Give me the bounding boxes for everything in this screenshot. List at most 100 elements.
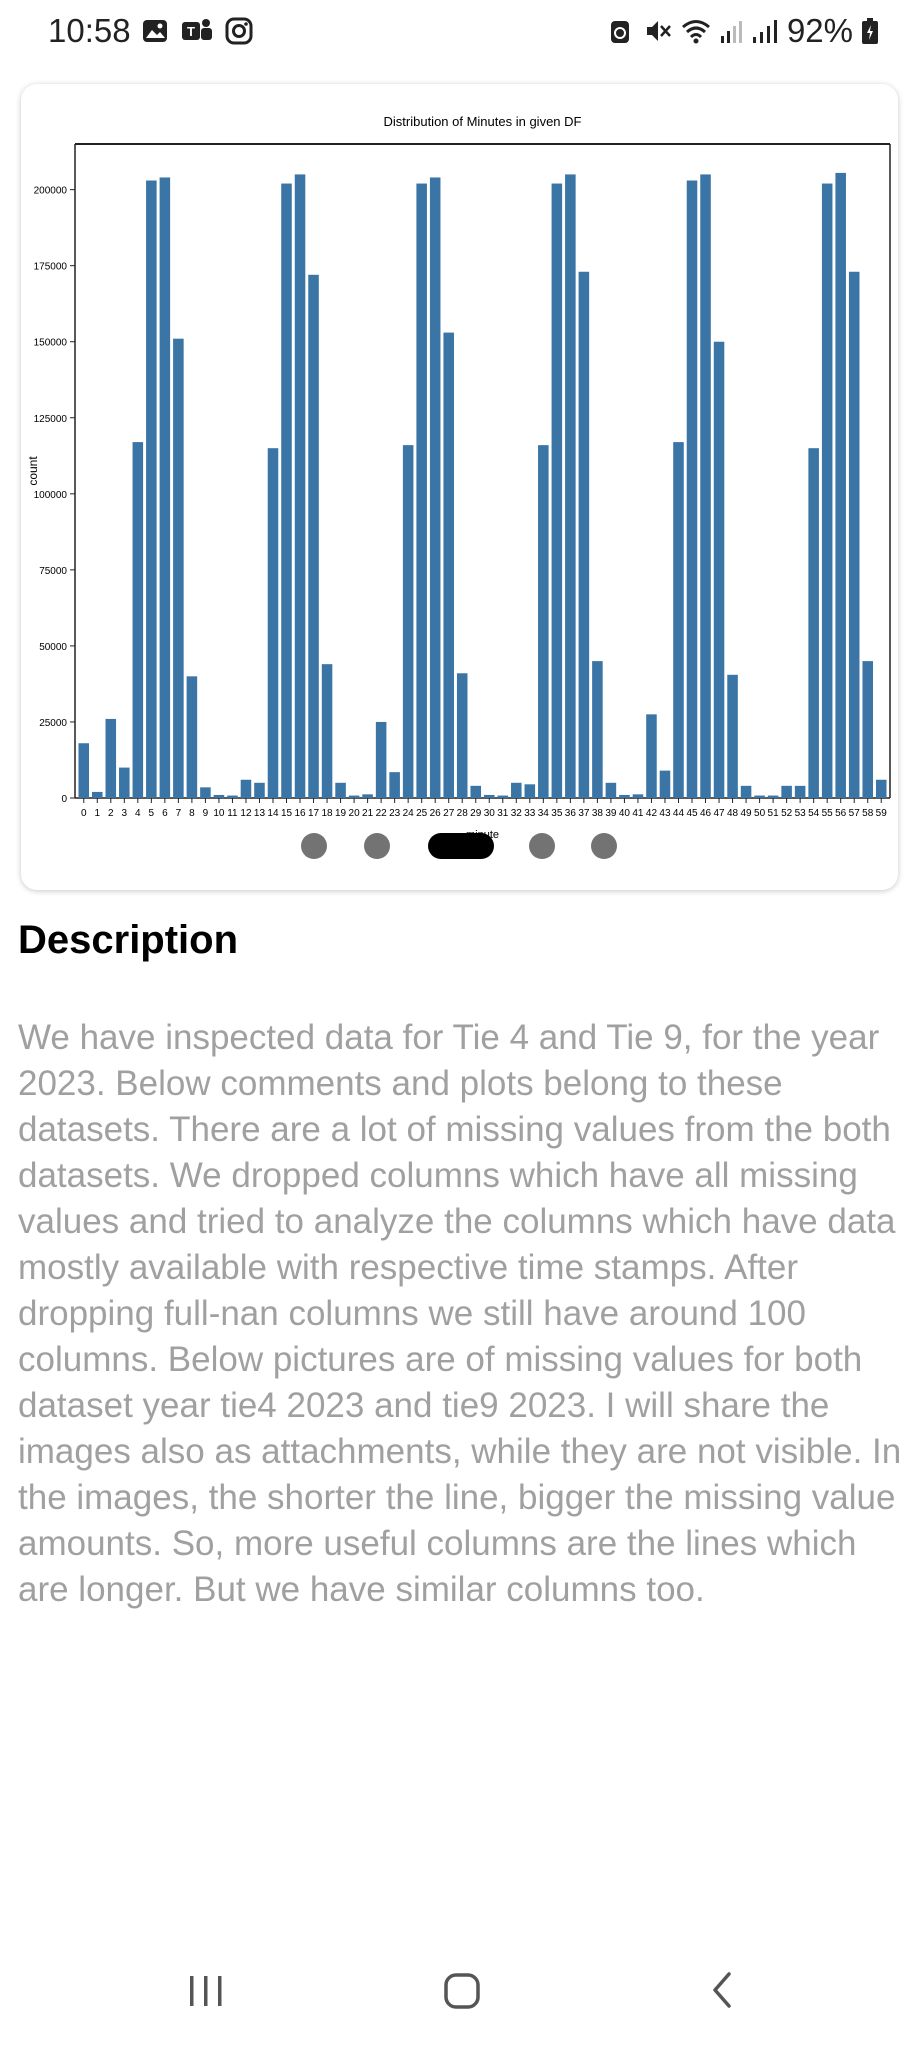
signal-r-icon — [720, 21, 742, 43]
x-tick-label: 56 — [835, 808, 847, 819]
recent-apps-icon[interactable] — [176, 1960, 236, 2020]
battery-icon — [862, 18, 878, 44]
bar-minute-9 — [200, 787, 211, 798]
bar-minute-20 — [348, 795, 360, 798]
x-tick-label: 16 — [294, 808, 306, 819]
bar-minute-6 — [159, 177, 171, 799]
bar-minute-1 — [92, 791, 103, 798]
bar-minute-16 — [294, 174, 306, 799]
recycle-icon — [610, 21, 629, 43]
back-icon[interactable] — [693, 1960, 753, 2020]
y-tick-label: 175000 — [34, 262, 68, 273]
x-tick-label: 49 — [741, 808, 753, 819]
bar-minute-47 — [713, 341, 725, 798]
x-tick-label: 7 — [176, 808, 182, 819]
bar-minute-46 — [700, 174, 711, 799]
bar-minute-37 — [578, 271, 590, 798]
bar-minute-12 — [240, 779, 252, 798]
x-tick-label: 2 — [108, 808, 114, 819]
carousel-dot-active[interactable] — [428, 833, 494, 859]
description-heading: Description — [18, 918, 239, 962]
bar-minute-34 — [538, 445, 549, 798]
y-tick-label: 25000 — [39, 718, 67, 729]
bar-minute-36 — [565, 174, 576, 799]
bar-minute-29 — [470, 785, 482, 798]
status-bar: 10:58 T — [0, 0, 921, 66]
carousel-dot[interactable] — [591, 833, 617, 859]
y-tick-label: 150000 — [34, 338, 68, 349]
description-text: We have inspected data for Tie 4 and Tie… — [18, 1018, 902, 1609]
teams-icon: T — [182, 19, 212, 40]
x-tick-label: 26 — [430, 808, 442, 819]
signal-icon — [752, 20, 777, 43]
x-tick-label: 10 — [213, 808, 225, 819]
home-icon[interactable] — [433, 1960, 493, 2020]
x-tick-label: 27 — [443, 808, 455, 819]
x-tick-label: 46 — [700, 808, 712, 819]
svg-text:T: T — [187, 24, 195, 39]
bar-minute-3 — [119, 767, 130, 798]
x-tick-label: 41 — [632, 808, 644, 819]
chart-card[interactable]: Distribution of Minutes in given DF 0 2500… — [21, 84, 898, 890]
x-tick-label: 9 — [203, 808, 209, 819]
status-time: 10:58 — [48, 12, 131, 49]
x-tick-label: 32 — [511, 808, 523, 819]
chart-title: Distribution of Minutes in given DF — [384, 114, 582, 129]
x-tick-label: 57 — [849, 808, 861, 819]
bar-minute-0 — [78, 743, 90, 798]
x-tick-label: 55 — [822, 808, 834, 819]
bar-minute-31 — [497, 795, 509, 798]
y-tick-label: 200000 — [34, 186, 68, 197]
x-tick-label: 34 — [538, 808, 550, 819]
bar-chart: Distribution of Minutes in given DF 0 2500… — [26, 114, 891, 841]
bar-minute-43 — [659, 770, 671, 798]
x-tick-label: 4 — [135, 808, 141, 819]
x-tick-label: 21 — [362, 808, 374, 819]
y-tick-label: 75000 — [39, 566, 67, 577]
x-tick-label: 45 — [686, 808, 698, 819]
bar-minute-48 — [727, 674, 738, 798]
x-tick-label: 19 — [335, 808, 347, 819]
x-tick-label: 11 — [227, 808, 238, 819]
x-tick-label: 35 — [551, 808, 563, 819]
instagram-icon — [225, 17, 253, 45]
x-tick-label: 40 — [619, 808, 631, 819]
bar-minute-4 — [132, 442, 144, 798]
bar-minute-51 — [767, 795, 779, 798]
bar-minute-28 — [456, 673, 468, 798]
status-right-icons: 92% — [605, 12, 879, 50]
y-tick-label: 0 — [61, 794, 67, 805]
x-tick-label: 8 — [189, 808, 195, 819]
x-tick-label: 47 — [713, 808, 725, 819]
bar-minute-57 — [848, 271, 860, 798]
x-tick-label: 20 — [349, 808, 361, 819]
carousel-dot[interactable] — [529, 833, 555, 859]
x-tick-label: 52 — [781, 808, 793, 819]
bar-minute-23 — [389, 772, 400, 798]
x-tick-label: 14 — [267, 808, 279, 819]
x-tick-label: 22 — [376, 808, 388, 819]
y-tick-label: 100000 — [34, 490, 68, 501]
x-tick-label: 59 — [876, 808, 888, 819]
bar-minute-38 — [592, 661, 603, 798]
x-tick-label: 48 — [727, 808, 739, 819]
bar-minute-44 — [673, 442, 684, 798]
y-axis-label: count — [26, 456, 40, 486]
bar-minute-42 — [646, 714, 657, 798]
x-tick-label: 38 — [592, 808, 604, 819]
bar-minute-39 — [605, 782, 617, 798]
gallery-icon — [143, 20, 167, 42]
bar-minute-30 — [483, 794, 495, 798]
bar-minute-35 — [551, 183, 563, 798]
bar-minute-49 — [740, 785, 752, 798]
bar-minute-55 — [821, 183, 833, 798]
x-tick-label: 43 — [659, 808, 671, 819]
carousel-dot[interactable] — [301, 833, 327, 859]
x-tick-label: 3 — [122, 808, 128, 819]
bar-minute-21 — [362, 794, 373, 798]
x-tick-label: 58 — [862, 808, 874, 819]
x-tick-label: 25 — [416, 808, 428, 819]
carousel-dot[interactable] — [364, 833, 390, 859]
x-tick-label: 15 — [281, 808, 293, 819]
bar-minute-59 — [875, 779, 887, 798]
